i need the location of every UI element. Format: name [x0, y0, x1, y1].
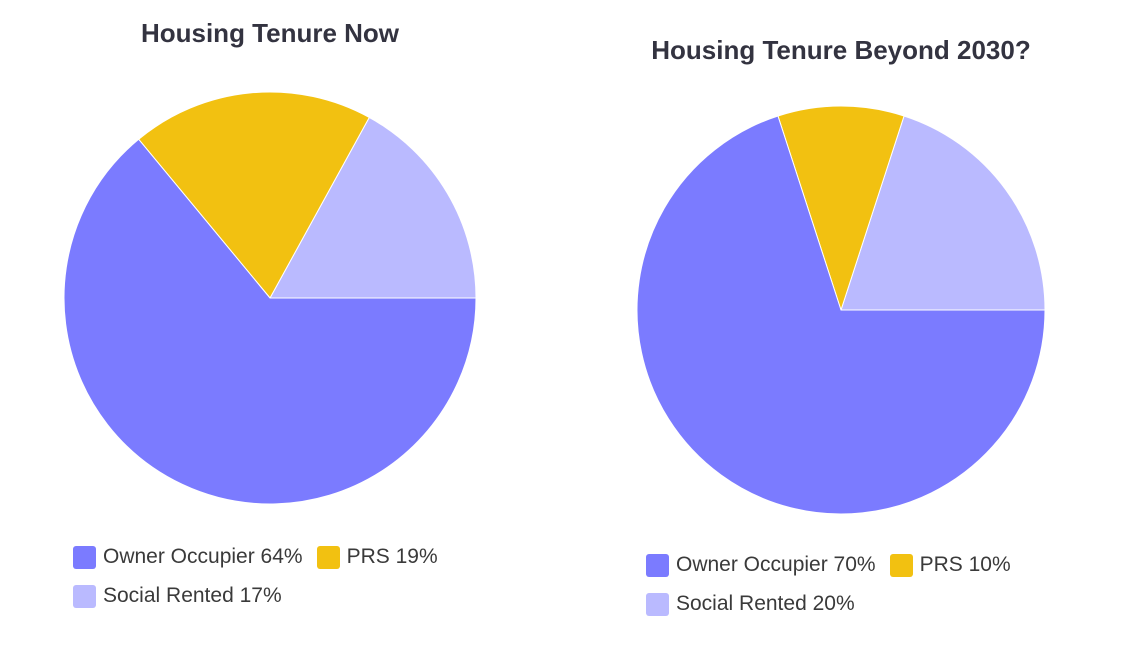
chart-title-2030: Housing Tenure Beyond 2030? — [651, 35, 1031, 65]
legend-label-social-rented: Social Rented 17% — [103, 584, 282, 607]
slice-prs — [777, 105, 905, 312]
legend-item-prs: PRS 10% — [889, 553, 1011, 577]
slice-prs — [137, 91, 370, 299]
pie-chart-2030 — [636, 105, 1046, 515]
legend-label-prs: PRS 10% — [919, 553, 1011, 576]
legend-swatch-prs — [316, 545, 340, 569]
slice-social-rented — [840, 115, 1046, 311]
slice-owner-occupier — [636, 115, 1046, 515]
legend-item-social-rented: Social Rented 17% — [73, 584, 282, 608]
slice-owner-occupier — [63, 138, 477, 505]
pie-chart-now — [63, 91, 477, 505]
legend-swatch-prs — [889, 553, 913, 577]
legend-swatch-owner-occupier — [646, 553, 669, 577]
legend-label-social-rented: Social Rented 20% — [676, 592, 855, 615]
legend-item-owner-occupier: Owner Occupier 64% — [73, 545, 303, 569]
chart-title-now: Housing Tenure Now — [140, 18, 400, 48]
legend-swatch-social-rented — [646, 592, 669, 616]
legend-label-prs: PRS 19% — [346, 545, 438, 568]
legend-swatch-owner-occupier — [73, 545, 96, 569]
legend-item-social-rented: Social Rented 20% — [646, 592, 855, 616]
legend-label-owner-occupier: Owner Occupier 70% — [676, 553, 876, 576]
slice-social-rented — [269, 116, 477, 299]
legend-item-owner-occupier: Owner Occupier 70% — [646, 553, 876, 577]
legend-2030: Owner Occupier 70% PRS 10% Social Rented… — [646, 552, 1025, 630]
legend-label-owner-occupier: Owner Occupier 64% — [103, 545, 303, 568]
legend-swatch-social-rented — [73, 584, 96, 608]
legend-now: Owner Occupier 64% PRS 19% Social Rented… — [73, 544, 452, 622]
legend-item-prs: PRS 19% — [316, 545, 438, 569]
